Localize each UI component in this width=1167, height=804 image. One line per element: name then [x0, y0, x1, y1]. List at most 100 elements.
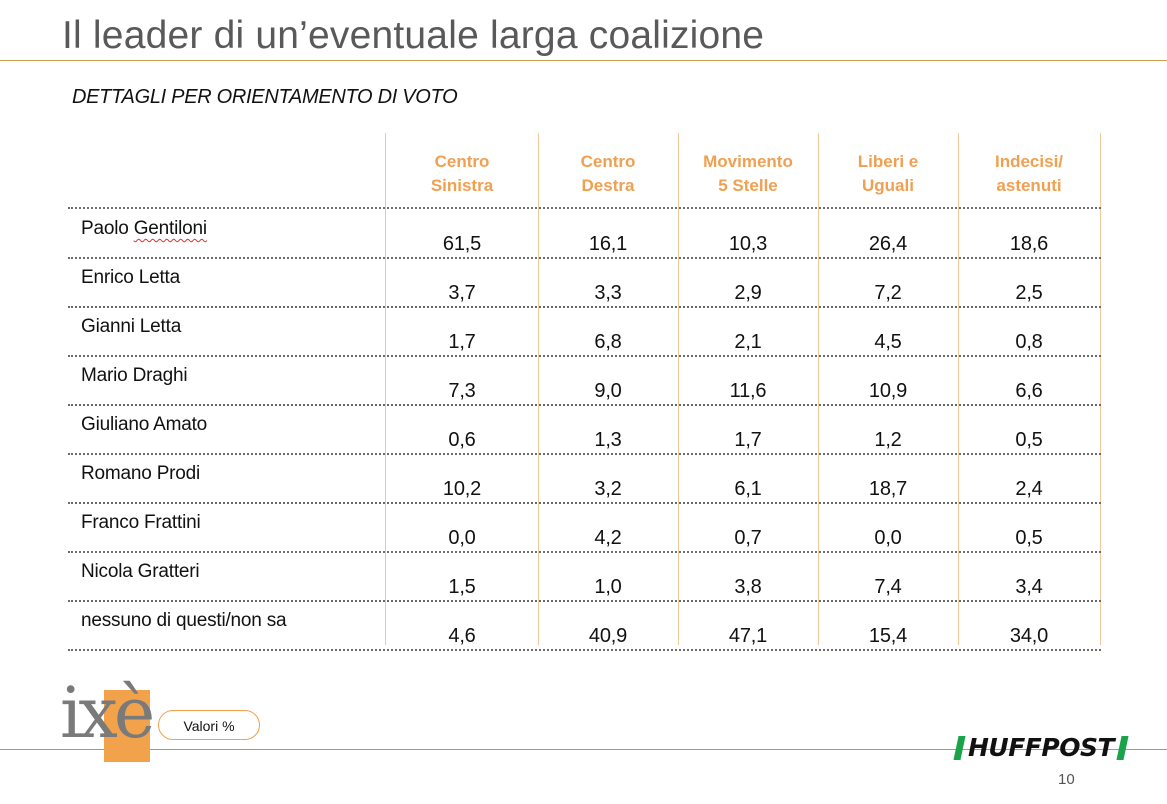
column-header-line: Sinistra: [430, 176, 494, 195]
row-divider: [68, 404, 1101, 406]
column-header-centro-sinistra: Centro Sinistra: [392, 150, 532, 198]
column-header-line: Centro: [434, 152, 490, 171]
table-cell: 0,6: [448, 429, 476, 451]
table-cell: 6,6: [1015, 380, 1043, 402]
table-cell: 61,5: [442, 233, 482, 255]
table-cell: 10,9: [868, 380, 908, 402]
table-cell: 3,3: [594, 282, 622, 304]
table-row: Enrico Letta 3,7 3,3 2,9 7,2 2,5: [68, 258, 1101, 307]
column-header-line: Indecisi/: [994, 152, 1064, 171]
table-cell: 2,4: [1015, 478, 1043, 500]
table-cell: 26,4: [868, 233, 908, 255]
header-divider: [68, 207, 1101, 209]
row-divider: [68, 306, 1101, 308]
table-cell: 10,3: [728, 233, 768, 255]
huffpost-logo: HUFFPOST: [953, 733, 1129, 762]
table-cell: 7,2: [874, 282, 902, 304]
table-cell: 1,7: [448, 331, 476, 353]
column-header-movimento-5-stelle: Movimento 5 Stelle: [678, 150, 818, 198]
row-label: Mario Draghi: [81, 365, 188, 386]
row-divider: [68, 453, 1101, 455]
table-cell: 40,9: [588, 625, 628, 647]
huffpost-wordmark: HUFFPOST: [968, 733, 1115, 762]
table-cell: 0,8: [1015, 331, 1043, 353]
ixe-logo: ixè: [60, 672, 155, 754]
table-cell: 2,9: [734, 282, 762, 304]
row-divider: [68, 551, 1101, 553]
table-row: Mario Draghi 7,3 9,0 11,6 10,9 6,6: [68, 356, 1101, 405]
table-row: Paolo Gentiloni 61,5 16,1 10,3 26,4 18,6: [68, 209, 1101, 258]
table-cell: 1,0: [594, 576, 622, 598]
table-cell: 18,6: [1009, 233, 1049, 255]
table-cell: 4,5: [874, 331, 902, 353]
table-cell: 1,7: [734, 429, 762, 451]
table-cell: 47,1: [728, 625, 768, 647]
row-label: Paolo Gentiloni: [81, 218, 207, 239]
row-divider: [68, 355, 1101, 357]
table-row: Gianni Letta 1,7 6,8 2,1 4,5 0,8: [68, 307, 1101, 356]
row-divider: [68, 502, 1101, 504]
row-divider: [68, 649, 1101, 651]
table-cell: 7,3: [448, 380, 476, 402]
row-label: Enrico Letta: [81, 267, 180, 288]
table-cell: 16,1: [588, 233, 628, 255]
column-header-line: Destra: [581, 176, 635, 195]
table-cell: 6,8: [594, 331, 622, 353]
row-divider: [68, 257, 1101, 259]
column-header-line: astenuti: [996, 176, 1062, 195]
table-cell: 0,0: [874, 527, 902, 549]
column-header-indecisi-astenuti: Indecisi/ astenuti: [959, 150, 1099, 198]
table-cell: 3,2: [594, 478, 622, 500]
slide-subtitle: DETTAGLI PER ORIENTAMENTO DI VOTO: [72, 86, 458, 108]
table-cell: 0,0: [448, 527, 476, 549]
table-cell: 1,3: [594, 429, 622, 451]
row-label: Giuliano Amato: [81, 414, 208, 435]
table-cell: 0,5: [1015, 429, 1043, 451]
table-row: Romano Prodi 10,2 3,2 6,1 18,7 2,4: [68, 454, 1101, 503]
column-header-line: Movimento: [703, 152, 793, 171]
column-header-line: 5 Stelle: [718, 176, 778, 195]
title-divider: [0, 60, 1167, 61]
table-cell: 3,8: [734, 576, 762, 598]
slide-title: Il leader di un’eventuale larga coalizio…: [62, 14, 765, 57]
table-cell: 34,0: [1009, 625, 1049, 647]
table-cell: 1,5: [448, 576, 476, 598]
column-header-liberi-e-uguali: Liberi e Uguali: [818, 150, 958, 198]
column-separator: [1100, 133, 1101, 645]
page-number: 10: [1058, 771, 1075, 788]
table-row: Giuliano Amato 0,6 1,3 1,7 1,2 0,5: [68, 405, 1101, 454]
table-row: Franco Frattini 0,0 4,2 0,7 0,0 0,5: [68, 503, 1101, 552]
table-cell: 2,5: [1015, 282, 1043, 304]
row-divider: [68, 600, 1101, 602]
table-cell: 15,4: [868, 625, 908, 647]
table-cell: 2,1: [734, 331, 762, 353]
column-header-line: Uguali: [862, 176, 914, 195]
row-label: Nicola Gratteri: [81, 561, 200, 582]
column-separator: [818, 133, 819, 645]
table-cell: 9,0: [594, 380, 622, 402]
values-percent-badge: Valori %: [158, 710, 260, 740]
column-separator: [958, 133, 959, 645]
table-cell: 3,7: [448, 282, 476, 304]
column-header-centro-destra: Centro Destra: [538, 150, 678, 198]
table-cell: 10,2: [442, 478, 482, 500]
column-separator: [385, 133, 386, 645]
ixe-logo-block: [104, 690, 150, 762]
column-separator: [538, 133, 539, 645]
row-label: Gianni Letta: [81, 316, 182, 337]
table-header-row: Centro Sinistra Centro Destra Movimento …: [68, 133, 1101, 208]
row-label: Romano Prodi: [81, 463, 201, 484]
column-separator: [678, 133, 679, 645]
table-cell: 4,6: [448, 625, 476, 647]
huffpost-left-bar: [953, 736, 966, 760]
table-cell: 0,7: [734, 527, 762, 549]
table-cell: 3,4: [1015, 576, 1043, 598]
huffpost-right-bar: [1116, 736, 1129, 760]
table-cell: 0,5: [1015, 527, 1043, 549]
footer-divider: [0, 749, 1167, 750]
table-cell: 1,2: [874, 429, 902, 451]
table-row: nessuno di questi/non sa 4,6 40,9 47,1 15,4 3…: [68, 601, 1101, 650]
table-cell: 11,6: [729, 380, 767, 402]
column-header-line: Centro: [580, 152, 636, 171]
column-header-line: Liberi e: [857, 152, 919, 171]
